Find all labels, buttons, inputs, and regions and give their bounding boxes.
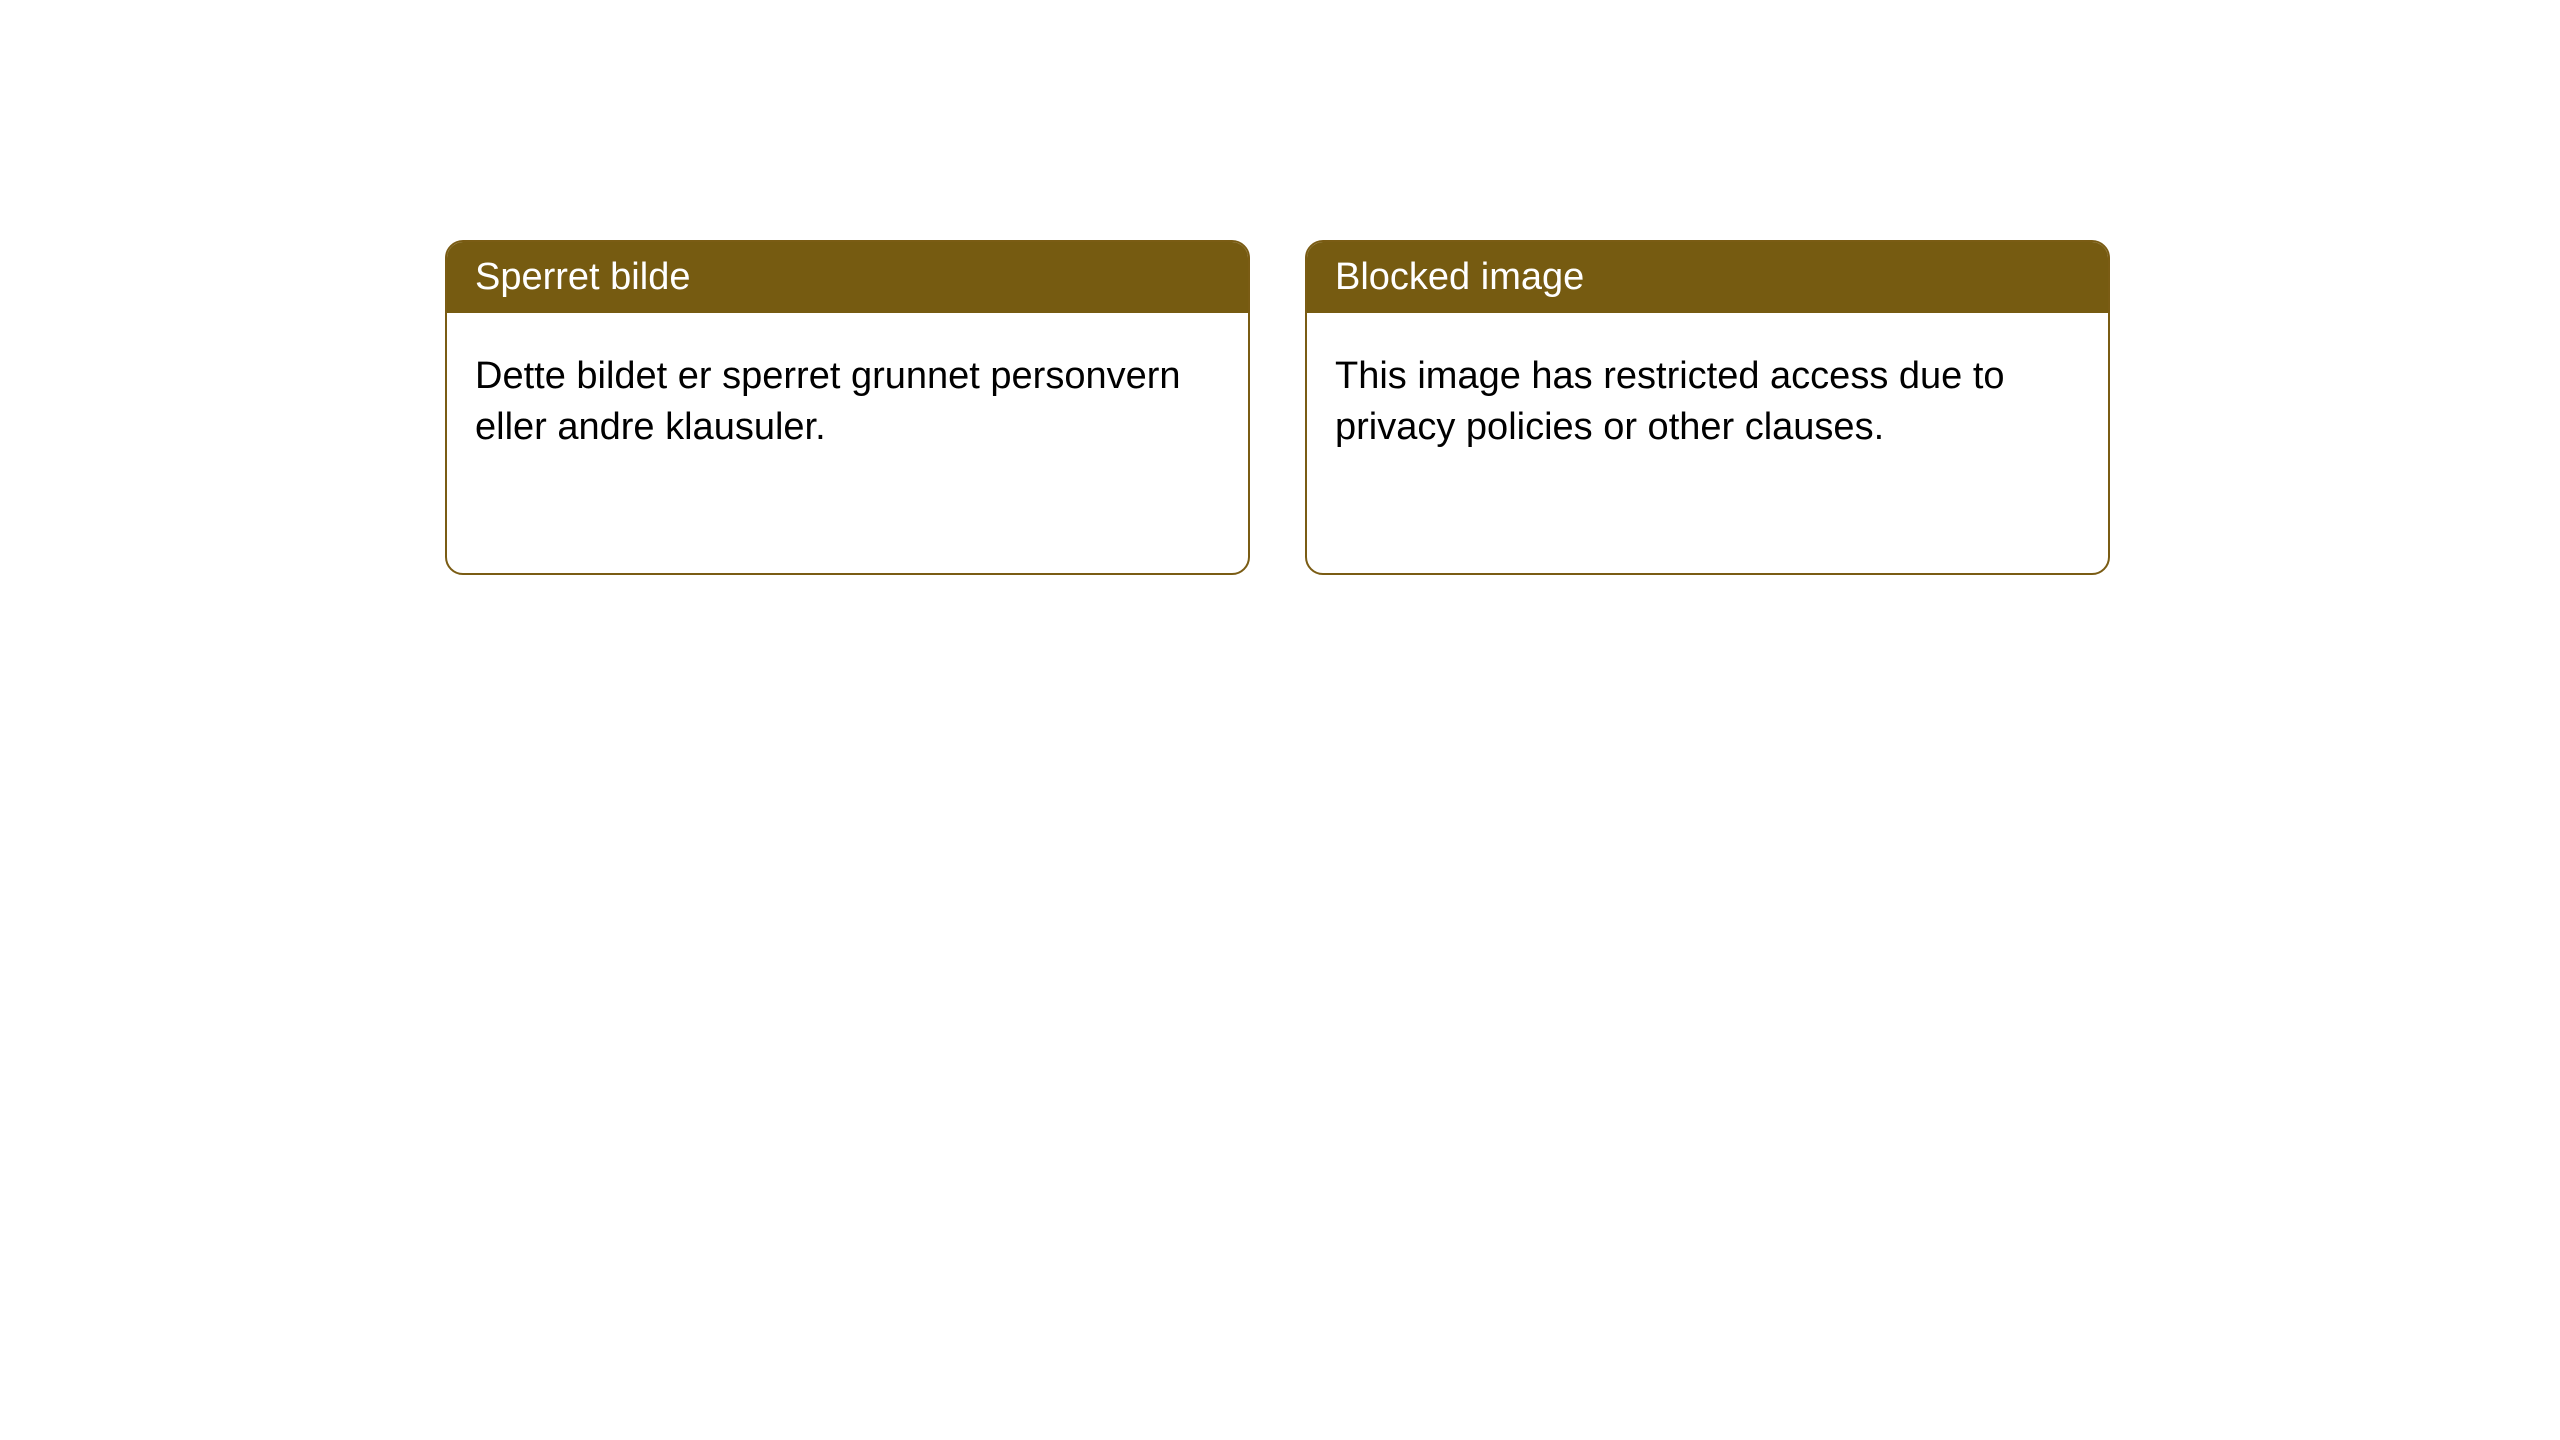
card-header-en: Blocked image [1307,242,2108,313]
blocked-image-card-no: Sperret bilde Dette bildet er sperret gr… [445,240,1250,575]
card-header-no: Sperret bilde [447,242,1248,313]
card-body-no: Dette bildet er sperret grunnet personve… [447,313,1248,492]
notice-cards-row: Sperret bilde Dette bildet er sperret gr… [0,0,2560,575]
blocked-image-card-en: Blocked image This image has restricted … [1305,240,2110,575]
card-body-en: This image has restricted access due to … [1307,313,2108,492]
